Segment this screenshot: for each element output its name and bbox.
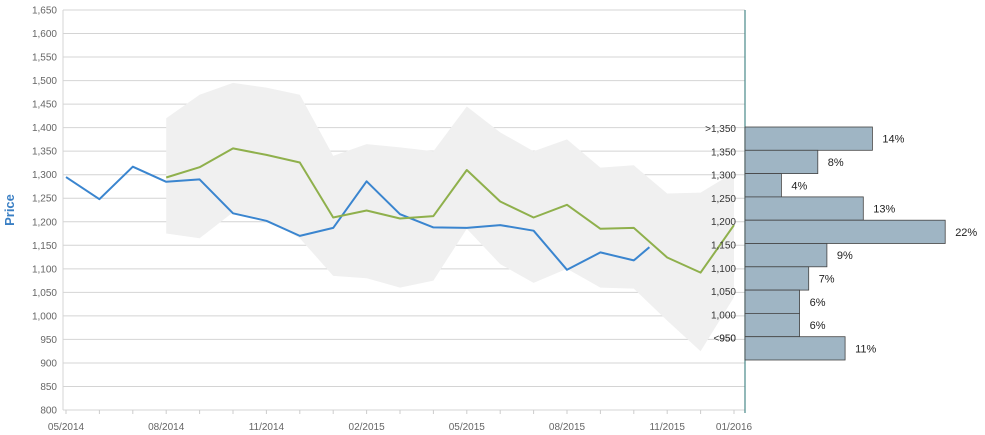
y-tick-label: 900 (40, 358, 57, 369)
series-line-2 (165, 147, 735, 274)
y-axis-title: Price (2, 194, 17, 226)
y-tick-label: 1,100 (32, 264, 57, 275)
distribution-bar (744, 289, 800, 314)
x-tick-label: 05/2015 (449, 422, 486, 433)
x-tick-label: 05/2014 (48, 422, 85, 433)
distribution-percent: 14% (882, 134, 904, 146)
distribution-bar (744, 149, 819, 175)
distribution-label: <950 (713, 334, 736, 345)
y-tick-label: 1,500 (32, 76, 57, 87)
y-tick-label: 1,600 (32, 29, 57, 40)
distribution-percent: 7% (819, 273, 835, 285)
x-tick-label: 01/2016 (716, 422, 753, 433)
distribution-label: 1,200 (711, 217, 736, 228)
distribution-percent: 11% (855, 343, 876, 355)
y-tick-label: 800 (40, 406, 57, 417)
y-tick-label: 1,200 (32, 217, 57, 228)
distribution-label: 950 (719, 334, 736, 345)
y-tick-label: 950 (40, 335, 57, 346)
distribution-label: 1,150 (711, 241, 736, 252)
range-band (166, 82, 734, 352)
distribution-bar (744, 196, 864, 221)
distribution-label: 1,000 (711, 310, 736, 321)
distribution-bar (744, 219, 946, 244)
distribution-percent: 6% (810, 320, 826, 332)
x-tick-label: 08/2014 (148, 422, 185, 433)
y-tick-label: 1,400 (32, 123, 57, 134)
y-tick-label: 1,550 (32, 53, 57, 64)
distribution-bar (744, 243, 828, 268)
y-tick-label: 1,150 (32, 241, 57, 252)
distribution-bar (744, 336, 846, 361)
y-tick-label: 1,050 (32, 288, 57, 299)
series-line-1 (65, 165, 651, 271)
distribution-percent: 9% (837, 250, 853, 262)
distribution-percent: 8% (828, 157, 844, 169)
x-tick-label: 11/2015 (649, 422, 685, 433)
distribution-bar (744, 266, 810, 291)
distribution-label: >1,350 (705, 124, 736, 135)
distribution-percent: 22% (955, 227, 977, 239)
y-tick-label: 1,450 (32, 100, 57, 111)
distribution-label: 1,050 (711, 287, 736, 298)
y-tick-label: 1,350 (32, 147, 57, 158)
distribution-label: 1,100 (711, 264, 736, 275)
y-tick-label: 1,650 (32, 6, 57, 17)
distribution-bar (744, 173, 782, 198)
distribution-label: 1,250 (711, 194, 736, 205)
y-tick-label: 1,000 (32, 311, 57, 322)
x-tick-label: 08/2015 (549, 422, 586, 433)
x-tick-label: 11/2014 (249, 422, 285, 433)
distribution-label: 1,350 (711, 147, 736, 158)
y-tick-label: 1,250 (32, 194, 57, 205)
distribution-percent: 6% (810, 297, 826, 309)
x-tick-label: 02/2015 (349, 422, 386, 433)
distribution-percent: 13% (873, 204, 895, 216)
distribution-bar (744, 126, 873, 151)
y-tick-label: 850 (40, 382, 57, 393)
y-tick-label: 1,300 (32, 170, 57, 181)
distribution-percent: 4% (791, 180, 807, 192)
distribution-label: 1,300 (711, 171, 736, 182)
distribution-bar (744, 312, 800, 338)
